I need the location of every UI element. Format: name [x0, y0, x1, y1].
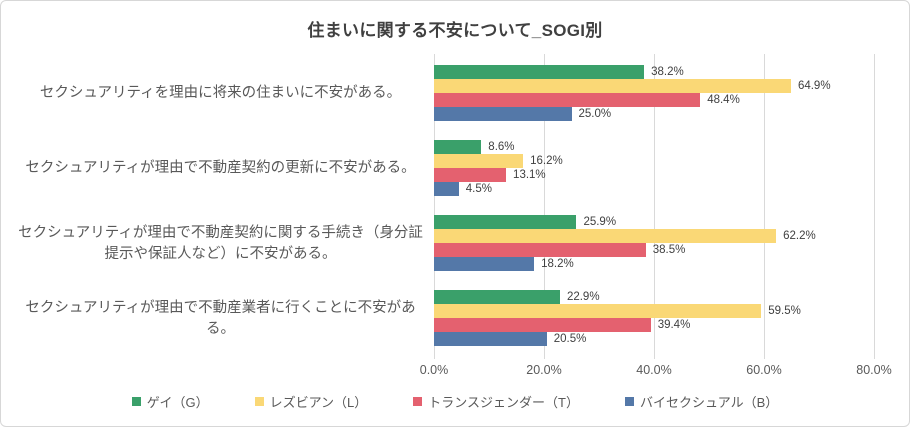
bar-value-label: 13.1% — [513, 169, 546, 181]
category-row: セクシュアリティが理由で不動産契約の更新に不安がある。 8.6% 16.2% 13.1… — [1, 131, 909, 206]
legend-item: ゲイ（G） — [131, 392, 209, 411]
bar-line: 25.0% — [434, 107, 909, 121]
legend-item: バイセクシュアル（B） — [624, 392, 779, 411]
bar-series-1 — [434, 154, 524, 168]
category-label: セクシュアリティが理由で不動産業者に行くことに不安がある。 — [25, 299, 416, 337]
legend-label: ゲイ（G） — [146, 395, 209, 410]
category-label: セクシュアリティが理由で不動産契約の更新に不安がある。 — [25, 160, 416, 176]
bar-series-3 — [434, 257, 535, 271]
bar-line: 13.1% — [434, 168, 909, 182]
bar-series-2 — [434, 318, 651, 332]
bar-value-label: 38.2% — [651, 66, 684, 78]
gridlines — [434, 54, 876, 359]
bar-line: 25.9% — [434, 215, 909, 229]
legend-label: トランスジェンダー（T） — [428, 395, 579, 410]
bar-group: 25.9% 62.2% 38.5% 18.2% — [434, 206, 909, 281]
bar-series-3 — [434, 182, 459, 196]
bar-line: 48.4% — [434, 93, 909, 107]
legend-item: トランスジェンダー（T） — [413, 392, 579, 411]
category-label: セクシュアリティを理由に将来の住まいに不安がある。 — [39, 85, 402, 101]
legend-label: レズビアン（L） — [269, 395, 368, 410]
legend-swatch-icon — [254, 397, 264, 406]
category-row: セクシュアリティが理由で不動産契約に関する手続き（身分証提示や保証人など）に不安… — [1, 206, 909, 281]
bar-line: 22.9% — [434, 290, 909, 304]
bar-group: 38.2% 64.9% 48.4% 25.0% — [434, 56, 909, 131]
bar-series-3 — [434, 107, 572, 121]
bar-series-1 — [434, 229, 777, 243]
bar-series-2 — [434, 93, 701, 107]
bar-line: 8.6% — [434, 140, 909, 154]
bar-value-label: 4.5% — [465, 183, 492, 195]
bar-value-label: 8.6% — [488, 141, 515, 153]
bar-line: 20.5% — [434, 332, 909, 346]
bar-value-label: 22.9% — [566, 291, 600, 303]
bar-line: 38.2% — [434, 65, 909, 79]
gridline — [874, 54, 875, 359]
legend-swatch-icon — [131, 397, 141, 406]
chart-rows: セクシュアリティを理由に将来の住まいに不安がある。 38.2% 64.9% 48.4%… — [1, 56, 909, 356]
x-axis-tick-label: 0.0% — [419, 363, 449, 377]
bar-value-label: 16.2% — [530, 155, 563, 167]
category-label: セクシュアリティが理由で不動産契約に関する手続き（身分証提示や保証人など）に不安… — [18, 224, 423, 262]
gridline — [654, 54, 655, 359]
bar-value-label: 39.4% — [657, 319, 691, 331]
bar-series-3 — [434, 332, 547, 346]
legend-swatch-icon — [413, 397, 423, 406]
bar-series-1 — [434, 79, 791, 93]
x-axis-tick-label: 60.0% — [746, 363, 782, 377]
chart-title: 住まいに関する不安について_SOGI別 — [307, 21, 603, 40]
bar-value-label: 62.2% — [783, 230, 816, 242]
legend-swatch-icon — [624, 397, 634, 406]
bar-line: 62.2% — [434, 229, 909, 243]
x-axis-tick-label: 80.0% — [856, 363, 892, 377]
bar-line: 39.4% — [434, 318, 909, 332]
bar-value-label: 18.2% — [541, 258, 574, 270]
bar-group: 22.9% 59.5% 39.4% 20.5% — [434, 281, 909, 356]
gridline — [434, 54, 435, 359]
bar-line: 59.5% — [434, 304, 909, 318]
bar-series-2 — [434, 243, 646, 257]
bar-value-label: 25.9% — [583, 216, 617, 228]
legend-label: バイセクシュアル（B） — [639, 395, 779, 410]
bar-value-label: 48.4% — [707, 94, 740, 106]
bar-line: 64.9% — [434, 79, 909, 93]
x-axis: 0.0% 20.0% 40.0% 60.0% 80.0% — [420, 356, 909, 382]
bar-value-label: 25.0% — [578, 108, 612, 120]
bar-series-0 — [434, 215, 577, 229]
bar-chart: セクシュアリティを理由に将来の住まいに不安がある。 38.2% 64.9% 48.4%… — [1, 54, 909, 382]
bar-value-label: 64.9% — [797, 80, 831, 92]
bar-group: 8.6% 16.2% 13.1% 4.5% — [434, 131, 909, 206]
bar-line: 4.5% — [434, 182, 909, 196]
x-axis-tick-label: 20.0% — [526, 363, 562, 377]
bar-line: 18.2% — [434, 257, 909, 271]
bar-series-0 — [434, 140, 482, 154]
bar-line: 16.2% — [434, 154, 909, 168]
bar-series-1 — [434, 304, 762, 318]
bar-line: 38.5% — [434, 243, 909, 257]
x-axis-tick-label: 40.0% — [636, 363, 672, 377]
gridline — [764, 54, 765, 359]
bar-series-2 — [434, 168, 507, 182]
chart-legend: ゲイ（G） レズビアン（L） トランスジェンダー（T） バイセクシュアル（B） — [1, 392, 909, 411]
bar-series-0 — [434, 290, 560, 304]
bar-value-label: 59.5% — [768, 305, 801, 317]
bar-value-label: 20.5% — [553, 333, 587, 345]
bar-value-label: 38.5% — [652, 244, 686, 256]
legend-item: レズビアン（L） — [254, 392, 368, 411]
category-row: セクシュアリティを理由に将来の住まいに不安がある。 38.2% 64.9% 48.4%… — [1, 56, 909, 131]
gridline — [544, 54, 545, 359]
bar-series-0 — [434, 65, 645, 79]
category-row: セクシュアリティが理由で不動産業者に行くことに不安がある。 22.9% 59.5% 3… — [1, 281, 909, 356]
